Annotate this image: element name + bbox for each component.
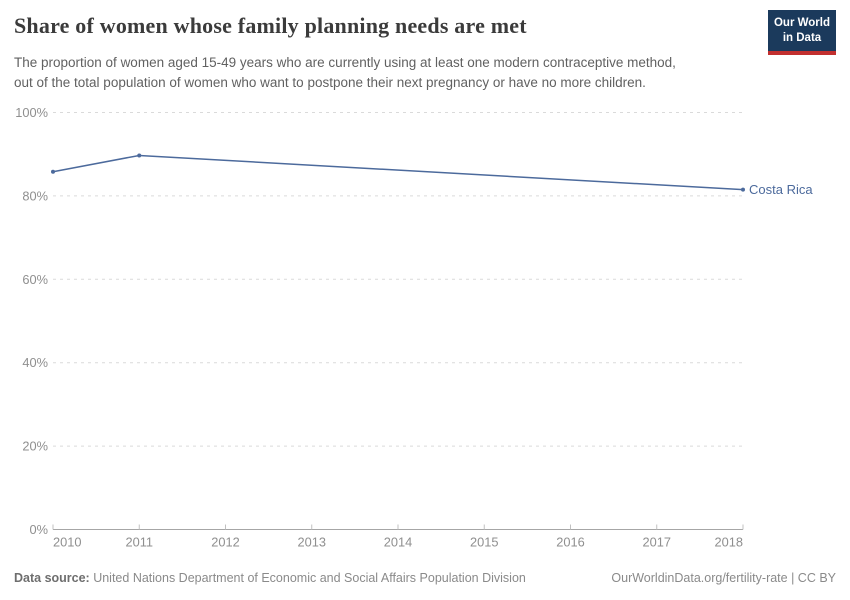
- owid-logo: Our World in Data: [768, 10, 836, 55]
- credit-note: OurWorldinData.org/fertility-rate | CC B…: [611, 571, 836, 585]
- y-tick-label-80: 80%: [22, 188, 48, 203]
- data-source-label: Data source:: [14, 571, 90, 585]
- x-tick-label-2016: 2016: [556, 535, 584, 550]
- chart-subtitle: The proportion of women aged 15-49 years…: [14, 53, 676, 93]
- data-point-costa-rica-2018[interactable]: [741, 187, 745, 192]
- data-source-note: Data source: United Nations Department o…: [14, 571, 526, 585]
- y-tick-label-0: 0%: [30, 522, 49, 537]
- subtitle-line-2: out of the total population of women who…: [14, 75, 646, 90]
- page-title: Share of women whose family planning nee…: [14, 13, 527, 38]
- x-tick-label-2013: 2013: [298, 535, 326, 550]
- series-line-costa-rica[interactable]: [52, 154, 744, 191]
- data-source-text: United Nations Department of Economic an…: [89, 571, 526, 585]
- x-tick-label-2017: 2017: [643, 535, 671, 550]
- x-tick-label-2012: 2012: [211, 535, 239, 550]
- chart-footer: Data source: United Nations Department o…: [14, 571, 836, 585]
- data-point-costa-rica-2010[interactable]: [51, 169, 55, 174]
- y-tick-label-40: 40%: [22, 355, 48, 370]
- logo-line-2: in Data: [782, 31, 822, 44]
- y-tick-label-60: 60%: [22, 272, 48, 287]
- series-label-costa-rica[interactable]: Costa Rica: [749, 182, 813, 197]
- x-tick-label-2010: 2010: [53, 535, 81, 550]
- data-point-costa-rica-2011[interactable]: [137, 153, 142, 158]
- x-tick-label-2015: 2015: [470, 535, 498, 550]
- x-tick-label-2011: 2011: [125, 535, 153, 550]
- x-tick-label-2018: 2018: [715, 535, 743, 550]
- x-tick-label-2014: 2014: [384, 535, 412, 550]
- logo-line-1: Our World: [773, 17, 830, 29]
- y-tick-label-20: 20%: [22, 439, 48, 454]
- subtitle-line-1: The proportion of women aged 15-49 years…: [14, 55, 676, 70]
- y-tick-label-100: 100%: [15, 105, 48, 120]
